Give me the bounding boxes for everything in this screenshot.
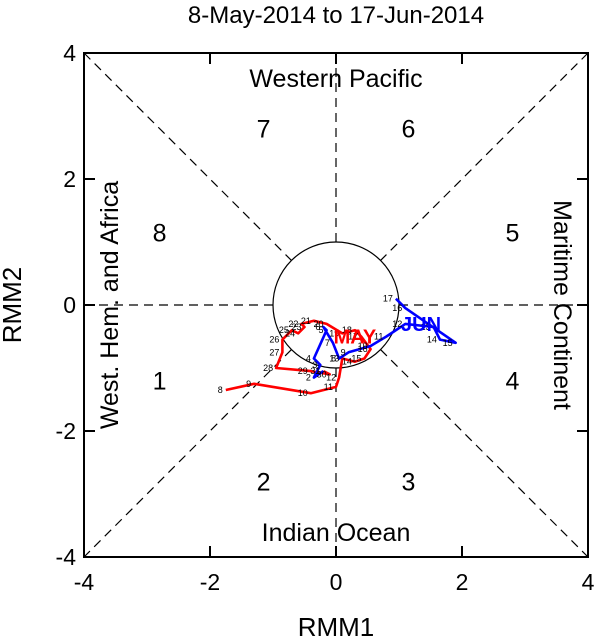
day-label: 27 (269, 347, 279, 357)
region-label-right: Maritime Continent (548, 200, 576, 410)
day-label: 13 (421, 322, 431, 332)
day-label: 2 (306, 372, 311, 382)
y-axis-label: RMM2 (0, 267, 27, 344)
month-label-may: MAY (334, 327, 377, 349)
month-label-jun: JUN (401, 314, 441, 336)
region-label-left: West. Hem. and Africa (96, 181, 124, 429)
y-tick-label: 4 (63, 40, 76, 66)
day-label: 31 (310, 366, 320, 376)
x-axis-label: RMM1 (298, 612, 375, 640)
y-tick-label: -4 (56, 544, 77, 570)
day-label: 29 (298, 366, 308, 376)
day-label: 14 (427, 335, 437, 345)
day-label: 22 (288, 319, 298, 329)
y-tick-label: 0 (63, 292, 76, 318)
series-line-jun (312, 297, 458, 379)
day-label: 16 (392, 303, 402, 313)
day-label: 8 (218, 385, 223, 395)
day-label: 7 (325, 338, 330, 348)
day-label: 23 (291, 322, 301, 332)
x-tick-label: 0 (330, 569, 343, 595)
day-label: 9 (341, 347, 346, 357)
day-label: 24 (285, 328, 295, 338)
x-tick-label: 4 (582, 569, 595, 595)
day-label: 30 (317, 369, 327, 379)
phase-label: 8 (153, 220, 167, 248)
day-label: 15 (351, 354, 361, 364)
day-label: 8 (331, 354, 336, 364)
region-label-top: Western Pacific (249, 65, 422, 93)
day-label: 11 (374, 332, 383, 342)
day-label: 4 (306, 354, 311, 364)
day-label: 13 (329, 354, 339, 364)
guide-line-ne (380, 52, 589, 261)
day-label: 12 (326, 372, 336, 382)
phase-label: 1 (153, 368, 167, 396)
day-label: 25 (279, 325, 289, 335)
day-label: 15 (443, 338, 453, 348)
y-tick-label: 2 (63, 166, 76, 192)
day-label: 5 (319, 325, 324, 335)
day-label: 3 (312, 360, 317, 370)
region-labels: Western Pacific Indian Ocean West. Hem. an… (96, 65, 576, 547)
phase-label: 2 (257, 468, 271, 496)
day-label: 16 (358, 344, 368, 354)
day-label: 17 (383, 294, 393, 304)
day-label: 17 (348, 332, 358, 342)
phase-label: 4 (505, 368, 519, 396)
day-label: 1 (315, 366, 320, 376)
series-line-may (225, 319, 372, 395)
day-label: 19 (329, 328, 339, 338)
phase-label: 3 (401, 468, 415, 496)
day-label: 21 (301, 316, 311, 326)
phase-label: 7 (257, 116, 271, 144)
guide-line-nw (83, 52, 292, 261)
day-label: 26 (269, 335, 279, 345)
x-tick-label: -2 (200, 569, 220, 595)
phase-label: 5 (505, 220, 519, 248)
day-label: 6 (315, 322, 320, 332)
day-label: 12 (392, 319, 402, 329)
x-tick-label: 2 (456, 569, 469, 595)
phase-label: 6 (401, 116, 415, 144)
day-label: 10 (298, 388, 308, 398)
region-label-bottom: Indian Ocean (262, 519, 411, 547)
day-label: 11 (324, 382, 333, 392)
chart-title: 8-May-2014 to 17-Jun-2014 (188, 2, 484, 29)
guide-line-se (380, 349, 589, 558)
phase-guides (83, 52, 589, 558)
day-label: 18 (342, 325, 352, 335)
day-label: 9 (246, 379, 251, 389)
amplitude-circle (272, 241, 400, 369)
day-label: 28 (263, 363, 273, 373)
day-label: 20 (314, 319, 324, 329)
day-label: 10 (358, 341, 368, 351)
x-tick-label: -4 (74, 569, 95, 595)
y-tick-label: -2 (56, 418, 76, 444)
day-label: 14 (342, 357, 352, 367)
